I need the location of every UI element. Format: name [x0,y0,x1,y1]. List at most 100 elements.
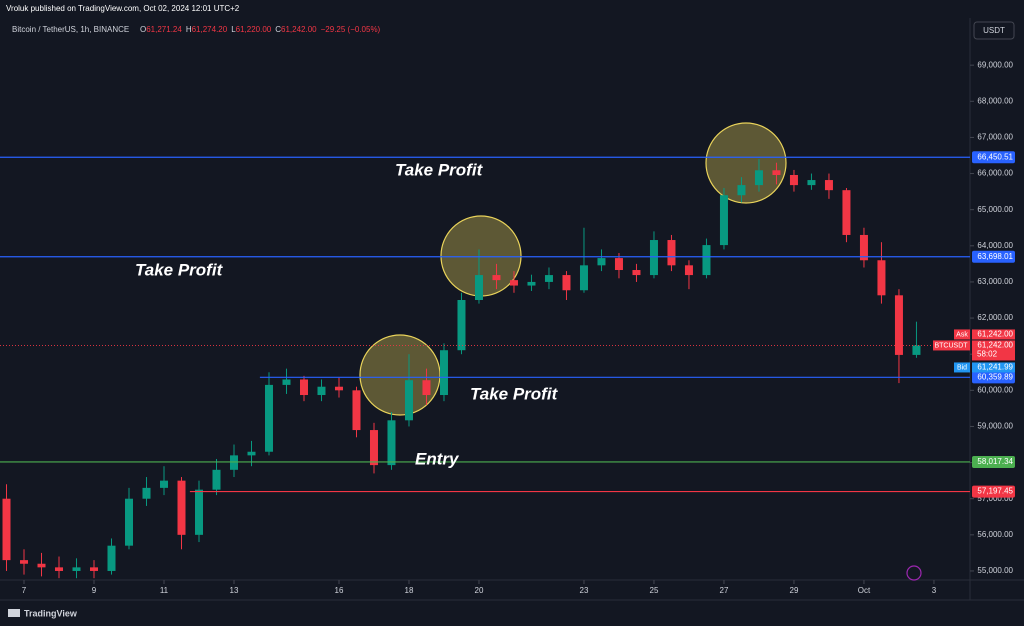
x-tick-label: 27 [720,586,729,595]
y-tick-label: 57,000.00 [977,494,1013,503]
level-label: 57,197.45 [977,487,1013,496]
legend-key: C [275,25,281,34]
highlight-circle [359,334,441,416]
candle-body [842,190,851,235]
candle-body [317,386,326,396]
candle-body [212,469,221,490]
legend-key: H [186,25,192,34]
y-tick-label: 65,000.00 [977,205,1013,214]
candle-body [282,379,291,385]
x-tick-label: 13 [230,586,239,595]
y-tick-label: 56,000.00 [977,530,1013,539]
candle-body [527,281,536,286]
y-tick-label: 64,000.00 [977,241,1013,250]
highlight-circle [705,122,787,204]
candle-body [457,300,466,351]
candle-body [20,560,29,564]
candle-body [90,567,99,571]
candle-body [579,265,588,291]
candle-body [824,180,833,191]
candle-body [229,455,238,470]
candle-body [107,545,116,571]
candle-body [37,563,46,568]
bid-tag-bg [954,362,970,373]
candle-body [439,350,448,396]
legend-value: 61,220.00 [236,25,272,34]
x-tick-label: 3 [932,586,937,595]
x-tick-label: 29 [790,586,799,595]
candle-body [754,170,763,186]
y-tick-label: 62,000.00 [977,313,1013,322]
ask-label: 61,242.00 [977,330,1013,339]
level-label-bg [972,151,1015,164]
candle-body [509,280,518,286]
legend-key: L [231,25,236,34]
annotation: Take Profit [395,160,484,179]
level-label: 60,359.89 [977,372,1013,381]
y-tick-label: 59,000.00 [977,422,1013,431]
symbol-tag-bg [933,340,970,351]
candle-body [404,380,413,421]
currency-button[interactable] [973,21,1015,40]
candle-body [877,260,886,296]
candle-body [807,180,816,186]
candle-body [894,295,903,355]
x-tick-label: 16 [335,586,344,595]
x-tick-label: 23 [580,586,589,595]
candle-body [352,390,361,431]
y-tick-label: 67,000.00 [977,133,1013,142]
candle-body [422,380,431,396]
candle-body [387,420,396,466]
x-tick-label: 9 [92,586,97,595]
level-label: 66,450.51 [977,152,1013,161]
ask-tag-bg [954,329,970,340]
annotation: Take Profit [470,384,559,403]
last-label: 61,242.00 [977,341,1013,350]
level-label-bg [972,371,1015,384]
candle-body [649,240,658,276]
level-label-bg [972,485,1015,498]
alert-icon[interactable] [906,565,922,581]
bid-label: 61,241.99 [977,363,1013,372]
legend-value: 61,271.24 [146,25,182,34]
candle-body [597,258,606,266]
candle-body [142,487,151,499]
candle-body [2,498,11,561]
legend-value: 61,242.00 [281,25,317,34]
legend-key: O [140,25,146,34]
candle-body [194,489,203,535]
annotation: Entry [415,449,460,468]
candle-body [125,498,134,546]
candle-body [789,174,798,186]
candle-body [684,265,693,276]
legend-ohlc: O61,271.24 H61,274.20 L61,220.00 C61,242.00… [140,25,381,34]
y-tick-label: 55,000.00 [977,566,1013,575]
x-tick-label: 11 [160,586,169,595]
candle-body [544,275,553,282]
ask-label-bg [972,329,1015,340]
candle-body [369,430,378,466]
publish-header: Vroluk published on TradingView.com, Oct… [6,4,240,13]
candle-body [737,185,746,196]
candle-body [55,567,64,571]
x-tick-label: Oct [858,586,871,595]
legend-symbol: Bitcoin / TetherUS, 1h, BINANCE [12,25,129,34]
candle-body [492,275,501,281]
legend-value: 61,274.20 [192,25,228,34]
level-label: 58,017.34 [977,457,1013,466]
candle-body [159,480,168,488]
tv-logo [8,609,20,617]
x-tick-label: 18 [405,586,414,595]
y-tick-label: 63,000.00 [977,277,1013,286]
ask-tag: Ask [956,331,968,338]
x-tick-label: 20 [475,586,484,595]
countdown: 58:02 [977,350,998,359]
candle-body [264,384,273,452]
legend-change: −29.25 (−0.05%) [321,25,381,34]
candle-body [702,245,711,276]
candle-body [772,170,781,175]
candle-body [912,345,921,355]
candle-body [334,386,343,391]
